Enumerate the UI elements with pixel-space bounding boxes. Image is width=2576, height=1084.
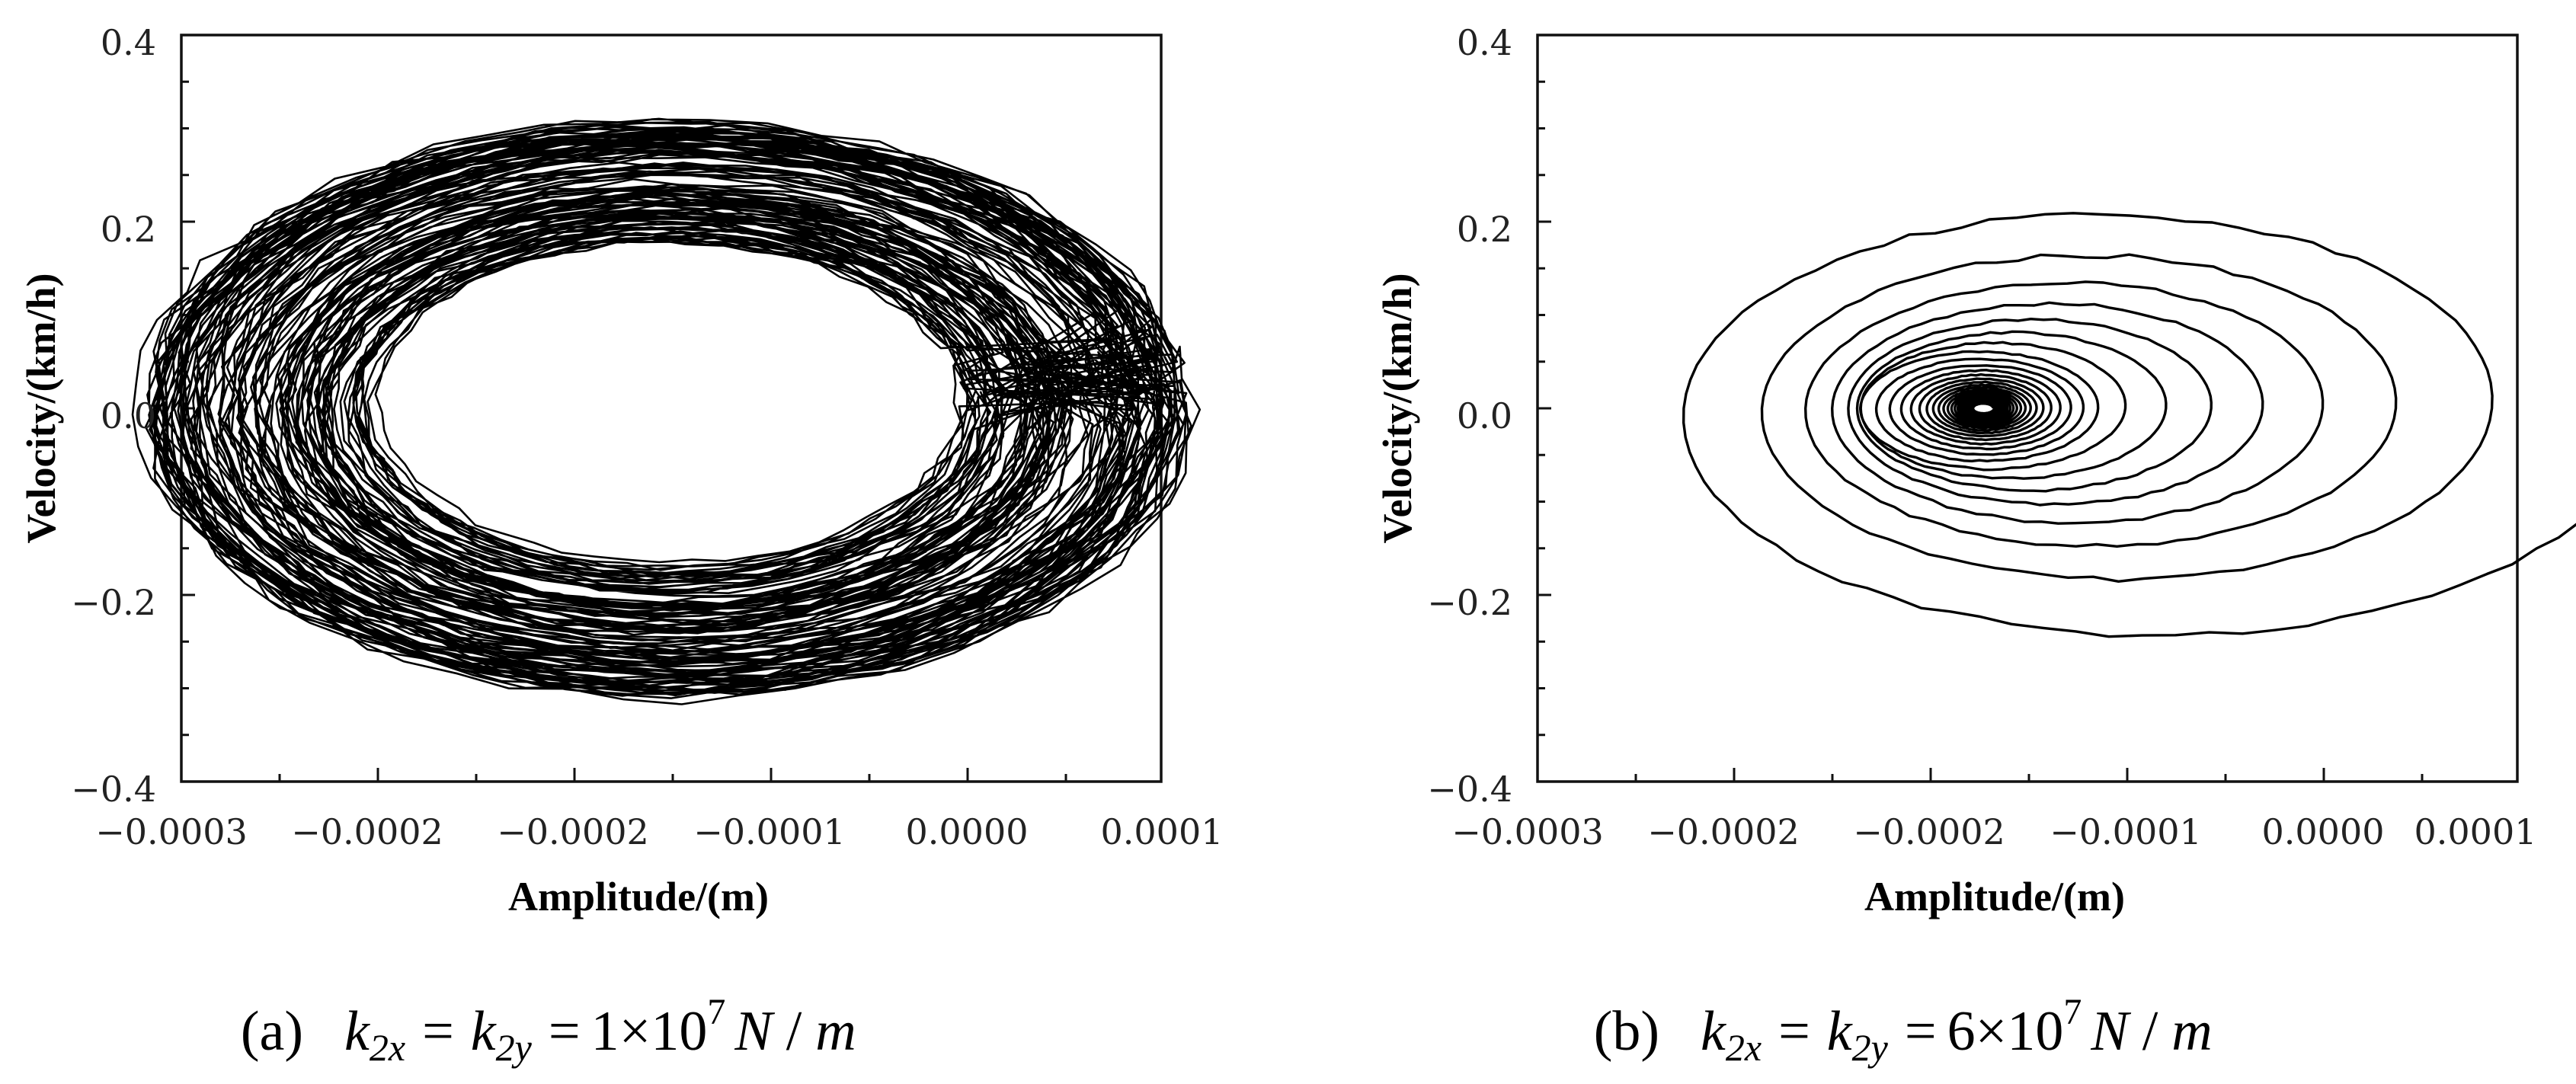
x-axis-title: Amplitude/(m) — [508, 874, 769, 919]
panel-b: 0.4 0.2 0.0 −0.2 −0.4 −0.0003 −0.0002 −0… — [1374, 22, 2576, 1069]
x-tick-label: −0.0001 — [2050, 811, 2202, 852]
y-tick-label: 0.0 — [101, 395, 156, 436]
x-tick-label: 0.0001 — [1101, 811, 1224, 852]
y-tick-label: 0.2 — [1457, 209, 1512, 250]
x-tick-label: −0.0001 — [693, 811, 846, 852]
y-tick-label: 0.2 — [101, 209, 156, 250]
x-tick-label: −0.0002 — [291, 811, 443, 852]
y-tick-label: −0.4 — [1427, 769, 1512, 810]
x-tick-label: 0.0000 — [906, 811, 1029, 852]
y-axis-title: Velocity/(km/h) — [1374, 273, 1420, 544]
y-tick-label: 0.4 — [1457, 22, 1512, 63]
y-tick-label: −0.4 — [71, 769, 156, 810]
y-tick-label: −0.2 — [1427, 582, 1512, 623]
trajectory — [1682, 212, 2576, 638]
axis-ticks — [1536, 34, 2424, 783]
caption-equation: k2x = k2y = 1×107 N / m — [344, 992, 856, 1069]
x-tick-label: 0.0000 — [2262, 811, 2385, 852]
x-tick-label: −0.0002 — [497, 811, 649, 852]
x-tick-label: 0.0001 — [2414, 811, 2537, 852]
y-axis-title: Velocity/(km/h) — [18, 273, 64, 544]
phase-trajectory-line — [131, 117, 1202, 705]
axis-ticks — [180, 34, 1067, 783]
y-tick-label: 0.4 — [101, 22, 156, 63]
phase-trajectory-line — [1682, 212, 2576, 638]
panel-a: 0.4 0.2 0.0 −0.2 −0.4 −0.0003 −0.0002 −0… — [18, 22, 1223, 1069]
x-tick-label: −0.0003 — [1451, 811, 1604, 852]
y-tick-label: 0.0 — [1457, 395, 1512, 436]
y-tick-label: −0.2 — [71, 582, 156, 623]
caption-equation: k2x = k2y = 6×107 N / m — [1701, 992, 2213, 1069]
x-axis-title: Amplitude/(m) — [1864, 874, 2125, 919]
panel-label: (a) — [241, 1000, 303, 1063]
trajectory — [131, 117, 1202, 705]
x-tick-label: −0.0002 — [1647, 811, 1800, 852]
x-tick-label: −0.0002 — [1853, 811, 2005, 852]
panel-label: (b) — [1594, 1000, 1659, 1063]
x-tick-label: −0.0003 — [95, 811, 248, 852]
